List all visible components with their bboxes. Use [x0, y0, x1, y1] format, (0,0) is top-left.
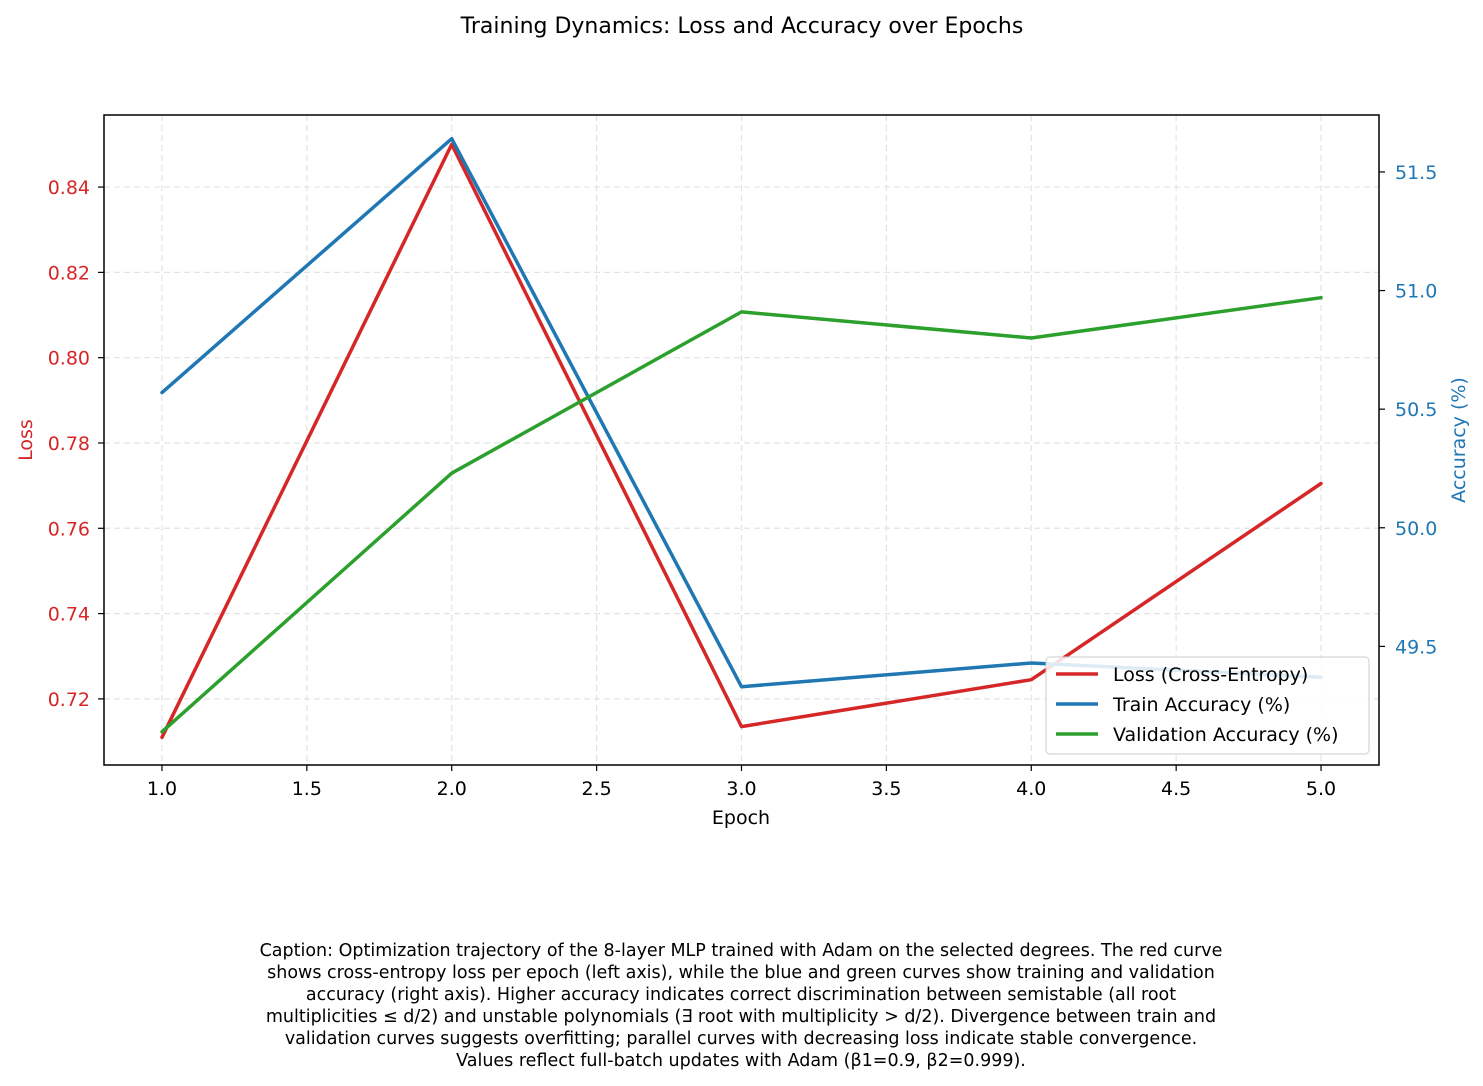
legend-label-loss: Loss (Cross-Entropy): [1113, 664, 1308, 686]
y-right-tick-label: 49.5: [1395, 636, 1437, 658]
caption-line: Caption: Optimization trajectory of the …: [259, 941, 1223, 961]
series-line-validation-accuracy: [160, 295, 1323, 734]
y-left-tick-label: 0.74: [48, 604, 90, 626]
x-tick-label: 1.0: [147, 778, 177, 800]
y-left-tick-label: 0.82: [48, 262, 90, 284]
y-left-tick-label: 0.76: [48, 518, 90, 540]
x-tick-label: 2.5: [582, 778, 612, 800]
caption-line: validation curves suggests overfitting; …: [284, 1029, 1198, 1049]
y-right-axis-label: Accuracy (%): [1448, 377, 1470, 503]
x-tick-label: 4.0: [1016, 778, 1046, 800]
x-axis-label: Epoch: [712, 807, 770, 829]
y-left-tick-label: 0.78: [48, 433, 90, 455]
x-tick-label: 2.0: [437, 778, 467, 800]
legend-box: [1045, 656, 1370, 755]
figure-caption: Caption: Optimization trajectory of the …: [141, 940, 1341, 1072]
caption-line: accuracy (right axis). Higher accuracy i…: [305, 985, 1177, 1005]
legend-label-train: Train Accuracy (%): [1112, 694, 1290, 716]
x-axis-ticks: 1.0 1.5 2.0 2.5 3.0 3.5 4.0 4.5 5.0: [147, 765, 1336, 800]
x-tick-label: 3.5: [871, 778, 901, 800]
legend: Loss (Cross-Entropy) Train Accuracy (%) …: [1045, 656, 1370, 755]
x-tick-label: 3.0: [726, 778, 756, 800]
legend-label-validation: Validation Accuracy (%): [1113, 724, 1339, 746]
y-right-axis-ticks: 49.5 50.0 50.5 51.0 51.5: [1379, 162, 1437, 658]
caption-line: multiplicities ≤ d/2) and unstable polyn…: [265, 1007, 1217, 1027]
y-right-tick-label: 51.5: [1395, 162, 1437, 184]
y-left-axis-label: Loss: [15, 419, 37, 461]
x-tick-label: 1.5: [292, 778, 322, 800]
caption-line: Values reflect full-batch updates with A…: [456, 1051, 1026, 1071]
caption-line: shows cross-entropy loss per epoch (left…: [267, 963, 1215, 983]
y-right-tick-label: 51.0: [1395, 281, 1437, 303]
y-right-tick-label: 50.0: [1395, 518, 1437, 540]
chart-title: Training Dynamics: Loss and Accuracy ove…: [460, 14, 1024, 39]
y-left-tick-label: 0.80: [48, 348, 90, 370]
y-right-tick-label: 50.5: [1395, 399, 1437, 421]
y-left-tick-label: 0.72: [48, 689, 90, 711]
x-tick-label: 4.5: [1161, 778, 1191, 800]
y-left-tick-label: 0.84: [48, 177, 90, 199]
x-tick-label: 5.0: [1306, 778, 1336, 800]
series-line-loss: [160, 142, 1323, 740]
y-left-axis-ticks: 0.72 0.74 0.76 0.78 0.80 0.82 0.84: [48, 177, 104, 711]
